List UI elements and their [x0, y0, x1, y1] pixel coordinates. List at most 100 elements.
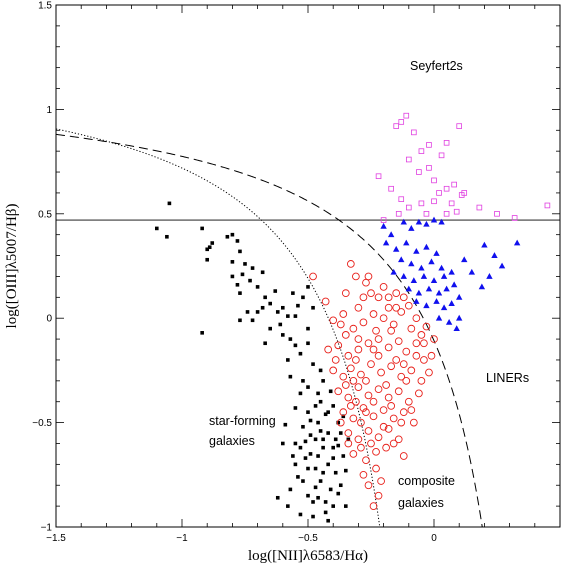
data-point	[306, 466, 310, 471]
data-point	[255, 310, 260, 314]
data-point	[362, 456, 370, 465]
x-axis-label: log([NII]λ6583/Hα)	[248, 548, 368, 564]
region-label-starforming-line1: star-forming	[209, 414, 276, 428]
data-point	[296, 303, 300, 308]
data-point	[364, 272, 373, 281]
data-point	[339, 408, 348, 417]
data-point	[311, 305, 315, 310]
data-point	[369, 345, 378, 354]
data-point	[306, 341, 310, 346]
data-point	[486, 273, 493, 279]
data-point	[418, 200, 425, 207]
data-point	[438, 264, 445, 271]
data-point	[331, 456, 335, 460]
data-point	[303, 439, 308, 444]
data-point	[230, 260, 235, 264]
data-point	[423, 210, 430, 217]
data-point	[303, 456, 308, 460]
data-point	[380, 217, 387, 223]
data-point	[323, 412, 328, 417]
data-point	[456, 293, 463, 300]
data-point	[333, 470, 338, 475]
data-point	[403, 239, 410, 246]
data-point	[393, 123, 399, 129]
data-point	[336, 418, 345, 427]
data-point	[349, 376, 358, 385]
data-point	[357, 418, 365, 427]
data-point	[416, 169, 422, 175]
data-point	[433, 298, 440, 304]
data-point	[321, 379, 325, 383]
y-tick-label: 1	[46, 105, 52, 116]
data-point	[438, 152, 445, 159]
data-point	[344, 504, 348, 508]
data-point	[423, 302, 430, 309]
data-point	[443, 185, 450, 192]
data-point	[494, 210, 500, 217]
data-point	[413, 298, 420, 304]
data-point	[329, 366, 338, 375]
data-point	[397, 418, 406, 427]
data-point	[412, 351, 421, 360]
data-point	[323, 510, 328, 515]
data-point	[313, 404, 318, 408]
data-point	[377, 368, 385, 377]
data-point	[205, 257, 209, 262]
data-point	[425, 368, 433, 377]
y-tick-label: −1	[41, 523, 53, 534]
data-point	[374, 433, 383, 442]
data-point	[301, 295, 305, 300]
data-point	[451, 181, 457, 188]
data-point	[387, 402, 396, 410]
data-point	[415, 389, 423, 398]
data-point	[288, 487, 293, 492]
data-point	[281, 441, 285, 446]
data-point	[200, 331, 204, 335]
data-point	[336, 443, 341, 448]
data-point	[448, 200, 455, 207]
data-point	[417, 376, 426, 385]
data-point	[329, 316, 338, 325]
data-point	[430, 277, 438, 284]
data-point	[357, 370, 365, 379]
data-point	[362, 376, 370, 385]
data-point	[260, 270, 265, 275]
data-point	[263, 295, 267, 300]
data-point	[443, 210, 450, 217]
data-point	[308, 418, 313, 423]
region-label-starforming-line2: galaxies	[209, 434, 255, 448]
data-point	[415, 218, 423, 225]
data-point	[390, 268, 397, 275]
data-point	[481, 241, 488, 248]
data-point	[293, 314, 298, 318]
data-point	[498, 262, 506, 269]
data-point	[338, 431, 343, 435]
data-point	[417, 331, 426, 339]
data-point	[374, 335, 383, 343]
data-point	[387, 362, 396, 371]
data-point	[369, 397, 378, 406]
data-point	[389, 414, 398, 423]
data-point	[331, 445, 335, 450]
data-point	[379, 283, 388, 291]
data-point	[456, 123, 462, 129]
data-point	[354, 345, 363, 354]
data-point	[431, 198, 437, 205]
data-point	[372, 447, 380, 456]
data-point	[354, 383, 363, 391]
data-point	[369, 412, 378, 421]
data-point	[346, 437, 351, 442]
data-point	[364, 481, 373, 490]
data-point	[346, 260, 355, 268]
data-point	[394, 387, 403, 396]
data-point	[318, 368, 323, 373]
data-point	[291, 454, 295, 458]
data-point	[210, 241, 215, 245]
data-point	[438, 218, 445, 225]
data-point	[430, 216, 438, 223]
data-point	[328, 389, 333, 394]
data-point	[352, 356, 360, 364]
data-point	[291, 291, 295, 295]
data-point	[364, 339, 373, 348]
